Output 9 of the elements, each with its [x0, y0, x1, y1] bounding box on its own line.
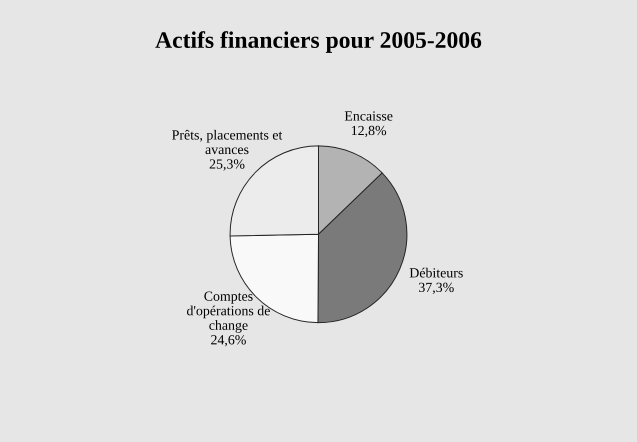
slice-label: Encaisse	[344, 111, 392, 121]
slice-label: Débiteurs	[410, 268, 463, 278]
data-label: 24,6%	[211, 335, 246, 346]
slice-label: Prêts, placements et avances	[172, 130, 282, 154]
data-label: 25,3%	[210, 159, 244, 171]
slice-label: Comptes d'opérations de change	[186, 292, 270, 333]
data-label: 37,3%	[419, 282, 454, 294]
chart-title: Actifs financiers pour 2005-2006	[155, 31, 482, 53]
data-label: 12,8%	[352, 126, 386, 138]
